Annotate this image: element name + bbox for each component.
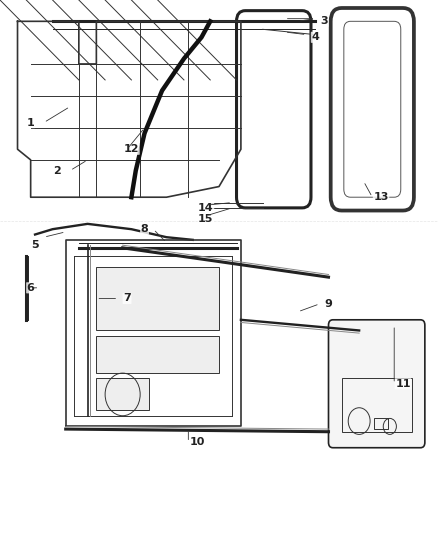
Bar bbox=[342, 378, 412, 432]
Text: 6: 6 bbox=[27, 283, 35, 293]
Text: 14: 14 bbox=[198, 203, 214, 213]
Text: 9: 9 bbox=[325, 299, 332, 309]
Text: 8: 8 bbox=[141, 224, 148, 234]
Text: 11: 11 bbox=[395, 379, 411, 389]
Text: 2: 2 bbox=[53, 166, 61, 175]
Text: 1: 1 bbox=[27, 118, 35, 127]
Text: 4: 4 bbox=[311, 33, 319, 42]
Text: 3: 3 bbox=[320, 17, 328, 26]
Text: 7: 7 bbox=[123, 294, 131, 303]
FancyBboxPatch shape bbox=[328, 320, 425, 448]
Text: 12: 12 bbox=[124, 144, 139, 154]
Text: 13: 13 bbox=[373, 192, 389, 202]
Bar bbox=[96, 266, 219, 330]
Text: 15: 15 bbox=[198, 214, 214, 223]
Bar bbox=[96, 378, 149, 410]
Bar bbox=[374, 418, 388, 429]
Text: 10: 10 bbox=[189, 438, 205, 447]
Text: 5: 5 bbox=[31, 240, 39, 250]
Bar bbox=[96, 336, 219, 373]
